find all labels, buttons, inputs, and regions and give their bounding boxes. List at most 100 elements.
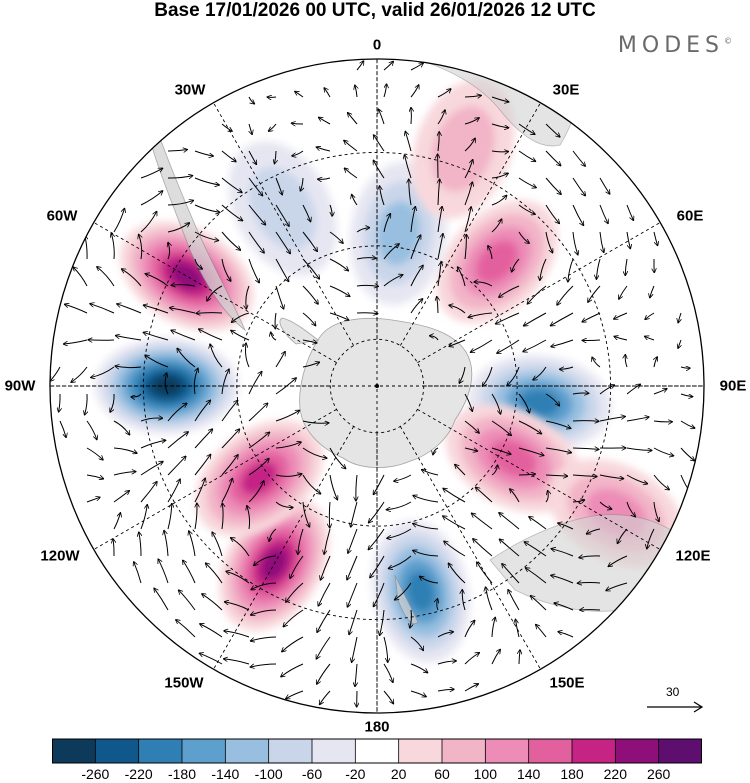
wind-vector — [221, 177, 242, 193]
wind-vector — [194, 429, 213, 449]
wind-vector — [550, 312, 574, 326]
wind-vector — [352, 194, 358, 206]
wind-vector — [221, 204, 243, 221]
wind-vector — [410, 265, 423, 287]
wind-vector — [274, 150, 276, 164]
wind-vector — [329, 204, 332, 216]
wind-vector — [194, 258, 202, 269]
wind-vector — [254, 555, 277, 566]
wind-vector — [368, 528, 385, 550]
wind-vector — [329, 312, 349, 320]
wind-vector — [275, 231, 290, 254]
wind-vector — [198, 329, 223, 341]
wind-vector-field — [50, 61, 695, 707]
wind-vector — [388, 555, 412, 569]
wind-vector — [554, 603, 574, 611]
wind-vector — [347, 555, 358, 580]
wind-vector — [678, 312, 681, 323]
wind-vector — [599, 231, 604, 253]
wind-vector — [221, 123, 232, 131]
colorbar-tick-label: 220 — [603, 766, 628, 782]
wind-vector — [557, 285, 574, 305]
wind-vector — [356, 474, 357, 501]
wind-vector — [207, 285, 223, 301]
wind-vector — [194, 204, 220, 212]
wind-vector — [455, 464, 466, 476]
wind-vector — [329, 501, 330, 528]
wind-vector — [224, 659, 250, 665]
wind-vector — [551, 339, 574, 347]
wind-vector — [512, 258, 520, 272]
wind-vector — [170, 308, 196, 314]
wind-vector — [249, 123, 252, 135]
wind-vector — [383, 636, 388, 662]
wind-vector — [437, 661, 456, 665]
wind-vector — [113, 491, 129, 503]
wind-vector — [221, 231, 241, 250]
wind-vector — [140, 461, 163, 476]
wind-vector — [502, 564, 520, 584]
wind-vector — [586, 528, 601, 534]
meridian-line — [213, 426, 355, 670]
anomaly-level — [431, 106, 495, 192]
wind-vector — [329, 231, 343, 243]
wind-vector — [177, 348, 196, 368]
wind-vector — [410, 63, 423, 71]
wind-vector — [491, 465, 498, 476]
wind-vector — [378, 109, 385, 125]
meridian-line — [213, 102, 355, 346]
wind-vector — [577, 583, 601, 584]
wind-vector — [438, 179, 440, 206]
wind-vector — [488, 246, 493, 260]
wind-vector — [678, 339, 681, 348]
wind-vector — [195, 503, 197, 530]
wind-vector — [113, 420, 130, 435]
map-title: Base 17/01/2026 00 UTC, valid 26/01/2026… — [154, 0, 596, 21]
wind-vector — [551, 549, 574, 557]
wind-vector — [572, 177, 585, 196]
wind-vector — [167, 200, 194, 206]
wind-vector — [140, 504, 147, 530]
wind-vector — [413, 550, 439, 557]
wind-vector — [572, 448, 599, 449]
wind-vector — [168, 242, 170, 260]
wind-vector — [368, 501, 385, 523]
wind-vector — [356, 313, 378, 314]
colorbar-swatch — [572, 739, 616, 763]
wind-vector — [599, 416, 625, 422]
wind-vector — [275, 501, 293, 508]
wind-vector — [380, 609, 385, 636]
wind-vector — [410, 85, 419, 98]
wind-vector — [248, 231, 264, 253]
wind-vector — [588, 285, 601, 302]
wind-vector — [248, 481, 264, 503]
wind-vector — [275, 258, 289, 282]
wind-vector — [654, 357, 657, 368]
meridian-line — [399, 426, 541, 670]
wind-vector — [370, 555, 385, 578]
wind-vector — [545, 420, 571, 428]
lon-label-0: 0 — [372, 36, 382, 54]
wind-vector — [491, 617, 495, 638]
wind-vector — [409, 179, 412, 206]
wind-vector — [373, 582, 385, 607]
wind-vector — [193, 368, 198, 395]
wind-vector — [292, 150, 304, 156]
wind-vector — [533, 366, 547, 380]
wind-vector — [410, 663, 428, 673]
wind-vector — [194, 150, 213, 156]
lon-label-120w: 120W — [40, 547, 80, 565]
wind-vector — [113, 539, 114, 557]
wind-vector — [86, 420, 97, 440]
wind-vector — [599, 474, 624, 479]
wind-vector — [154, 588, 169, 611]
wind-vector — [519, 650, 520, 665]
wind-vector — [497, 339, 520, 353]
wind-vector — [459, 366, 466, 383]
new-zealand-landmass — [394, 574, 419, 625]
wind-vector — [626, 417, 649, 422]
wind-vector — [558, 632, 574, 638]
colorbar-tick-label: -20 — [345, 766, 366, 782]
wind-vector — [205, 563, 223, 584]
wind-vector — [464, 447, 478, 451]
